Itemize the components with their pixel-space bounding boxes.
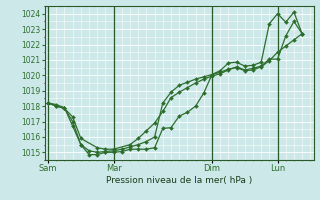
- X-axis label: Pression niveau de la mer( hPa ): Pression niveau de la mer( hPa ): [106, 176, 252, 185]
